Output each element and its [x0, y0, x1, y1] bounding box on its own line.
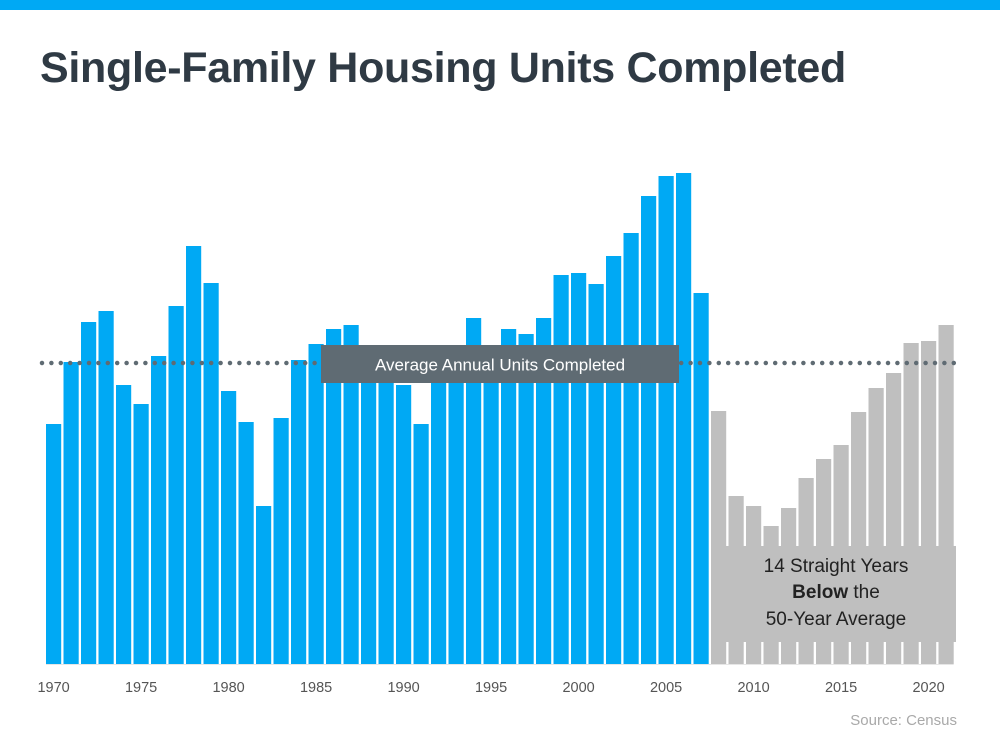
bar-2005 [658, 176, 674, 664]
bar-1986 [326, 329, 342, 664]
x-tick-label-1970: 1970 [37, 680, 69, 696]
bar-1971 [63, 362, 79, 664]
bar-1985 [308, 344, 324, 664]
x-tick-label-1975: 1975 [125, 680, 157, 696]
bar-1987 [343, 325, 359, 664]
bar-1998 [536, 318, 552, 664]
x-tick-label-2020: 2020 [912, 680, 944, 696]
bar-1976 [151, 356, 167, 664]
x-tick-label-2000: 2000 [562, 680, 594, 696]
x-tick-label-1990: 1990 [387, 680, 419, 696]
bar-2004 [641, 196, 657, 664]
bar-1988 [361, 346, 377, 664]
bar-1992 [431, 376, 447, 664]
bar-1973 [98, 311, 114, 664]
bar-1989 [378, 375, 394, 664]
x-tick-label-2015: 2015 [825, 680, 857, 696]
x-tick-label-1985: 1985 [300, 680, 332, 696]
x-tick-label-2005: 2005 [650, 680, 682, 696]
average-label-box [321, 345, 679, 383]
bar-2007 [693, 293, 709, 664]
top-accent-bar [0, 0, 1000, 10]
x-tick-label-2010: 2010 [737, 680, 769, 696]
bar-1984 [291, 360, 307, 664]
bar-1983 [273, 418, 289, 664]
bar-1981 [238, 422, 254, 664]
annotation-line-3: 50-Year Average [766, 609, 907, 630]
bar-1970 [46, 424, 62, 664]
bar-1993 [448, 377, 464, 664]
bar-1972 [81, 322, 97, 664]
average-label: Average Annual Units Completed [375, 356, 625, 375]
bar-1999 [553, 275, 569, 664]
bar-1996 [501, 329, 517, 664]
annotation-line-1: 14 Straight Years [764, 556, 909, 577]
x-tick-label-1995: 1995 [475, 680, 507, 696]
bar-1990 [396, 385, 412, 664]
annotation-line-2: Below the [792, 582, 880, 603]
bar-1997 [518, 334, 534, 664]
chart-title: Single-Family Housing Units Completed [40, 44, 846, 92]
bar-2003 [623, 233, 639, 664]
bar-1975 [133, 404, 149, 664]
annotation-box [716, 546, 956, 642]
bar-2006 [676, 173, 692, 664]
bar-1991 [413, 424, 429, 664]
bar-1977 [168, 306, 184, 664]
bar-2000 [571, 273, 587, 664]
bar-1994 [466, 318, 482, 664]
bar-1978 [186, 246, 202, 664]
bar-1979 [203, 283, 219, 664]
annotation-bold-word: Below [792, 582, 848, 603]
bar-1982 [256, 506, 272, 664]
source-note: Source: Census [850, 712, 957, 729]
bar-1995 [483, 349, 499, 664]
annotation-line-2-rest: the [848, 582, 880, 603]
bar-1980 [221, 391, 237, 664]
bar-2001 [588, 284, 604, 664]
bar-1974 [116, 385, 132, 664]
bar-2002 [606, 256, 622, 664]
x-tick-label-1980: 1980 [212, 680, 244, 696]
